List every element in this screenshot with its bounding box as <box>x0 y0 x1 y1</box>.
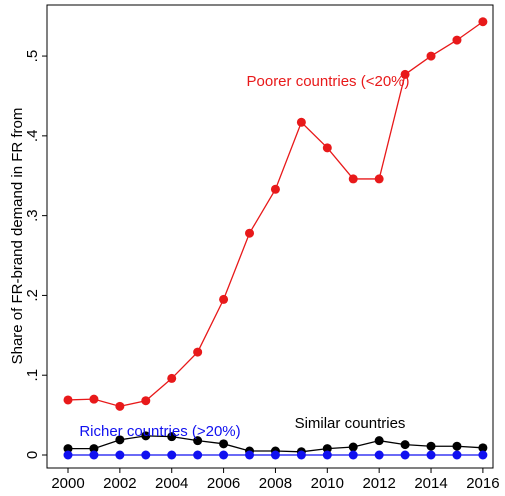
x-tick-label: 2010 <box>311 475 344 492</box>
point <box>426 51 436 61</box>
point <box>141 396 151 406</box>
point <box>452 450 462 460</box>
point <box>400 450 410 460</box>
x-tick-label: 2000 <box>51 475 84 492</box>
point <box>348 174 358 184</box>
x-tick-label: 2004 <box>155 475 188 492</box>
point <box>374 436 384 446</box>
point <box>115 401 125 411</box>
point <box>141 450 151 460</box>
point <box>193 347 203 357</box>
point <box>89 450 99 460</box>
y-tick-label: .5 <box>24 50 41 63</box>
x-tick-label: 2008 <box>259 475 292 492</box>
x-tick-label: 2002 <box>103 475 136 492</box>
x-tick-label: 2006 <box>207 475 240 492</box>
point <box>193 436 203 446</box>
y-tick-label: .3 <box>24 209 41 222</box>
point <box>193 450 203 460</box>
y-tick-label: .1 <box>24 369 41 382</box>
point <box>452 35 462 45</box>
point <box>141 431 151 441</box>
point <box>478 450 488 460</box>
point <box>478 17 488 27</box>
point <box>426 441 436 451</box>
point <box>115 435 125 445</box>
point <box>167 450 177 460</box>
y-tick-label: 0 <box>24 451 41 459</box>
y-tick-label: .4 <box>24 130 41 143</box>
point <box>322 143 332 153</box>
point <box>167 373 177 383</box>
point <box>219 439 229 449</box>
series-label: Poorer countries (<20%) <box>247 73 410 90</box>
point <box>270 450 280 460</box>
point <box>452 441 462 451</box>
point <box>374 450 384 460</box>
point <box>115 450 125 460</box>
point <box>219 294 229 304</box>
point <box>478 443 488 453</box>
x-tick-label: 2014 <box>414 475 447 492</box>
point <box>374 174 384 184</box>
point <box>296 450 306 460</box>
point <box>219 450 229 460</box>
point <box>63 444 73 454</box>
point <box>89 394 99 404</box>
point <box>245 450 255 460</box>
point <box>270 184 280 194</box>
point <box>89 444 99 454</box>
point <box>296 117 306 127</box>
point <box>400 440 410 450</box>
point <box>63 395 73 405</box>
plot-frame <box>46 4 494 469</box>
series-label: Richer countries (>20%) <box>79 423 240 440</box>
point <box>167 432 177 442</box>
y-axis-label: Share of FR-brand demand in FR from <box>9 108 26 365</box>
x-tick-label: 2012 <box>362 475 395 492</box>
point <box>63 450 73 460</box>
point <box>245 228 255 238</box>
point <box>400 69 410 79</box>
y-tick-label: .2 <box>24 289 41 302</box>
point <box>322 444 332 454</box>
x-tick-label: 2016 <box>466 475 499 492</box>
point <box>322 450 332 460</box>
point <box>348 442 358 452</box>
series-label: Similar countries <box>295 415 406 432</box>
point <box>426 450 436 460</box>
point <box>348 450 358 460</box>
